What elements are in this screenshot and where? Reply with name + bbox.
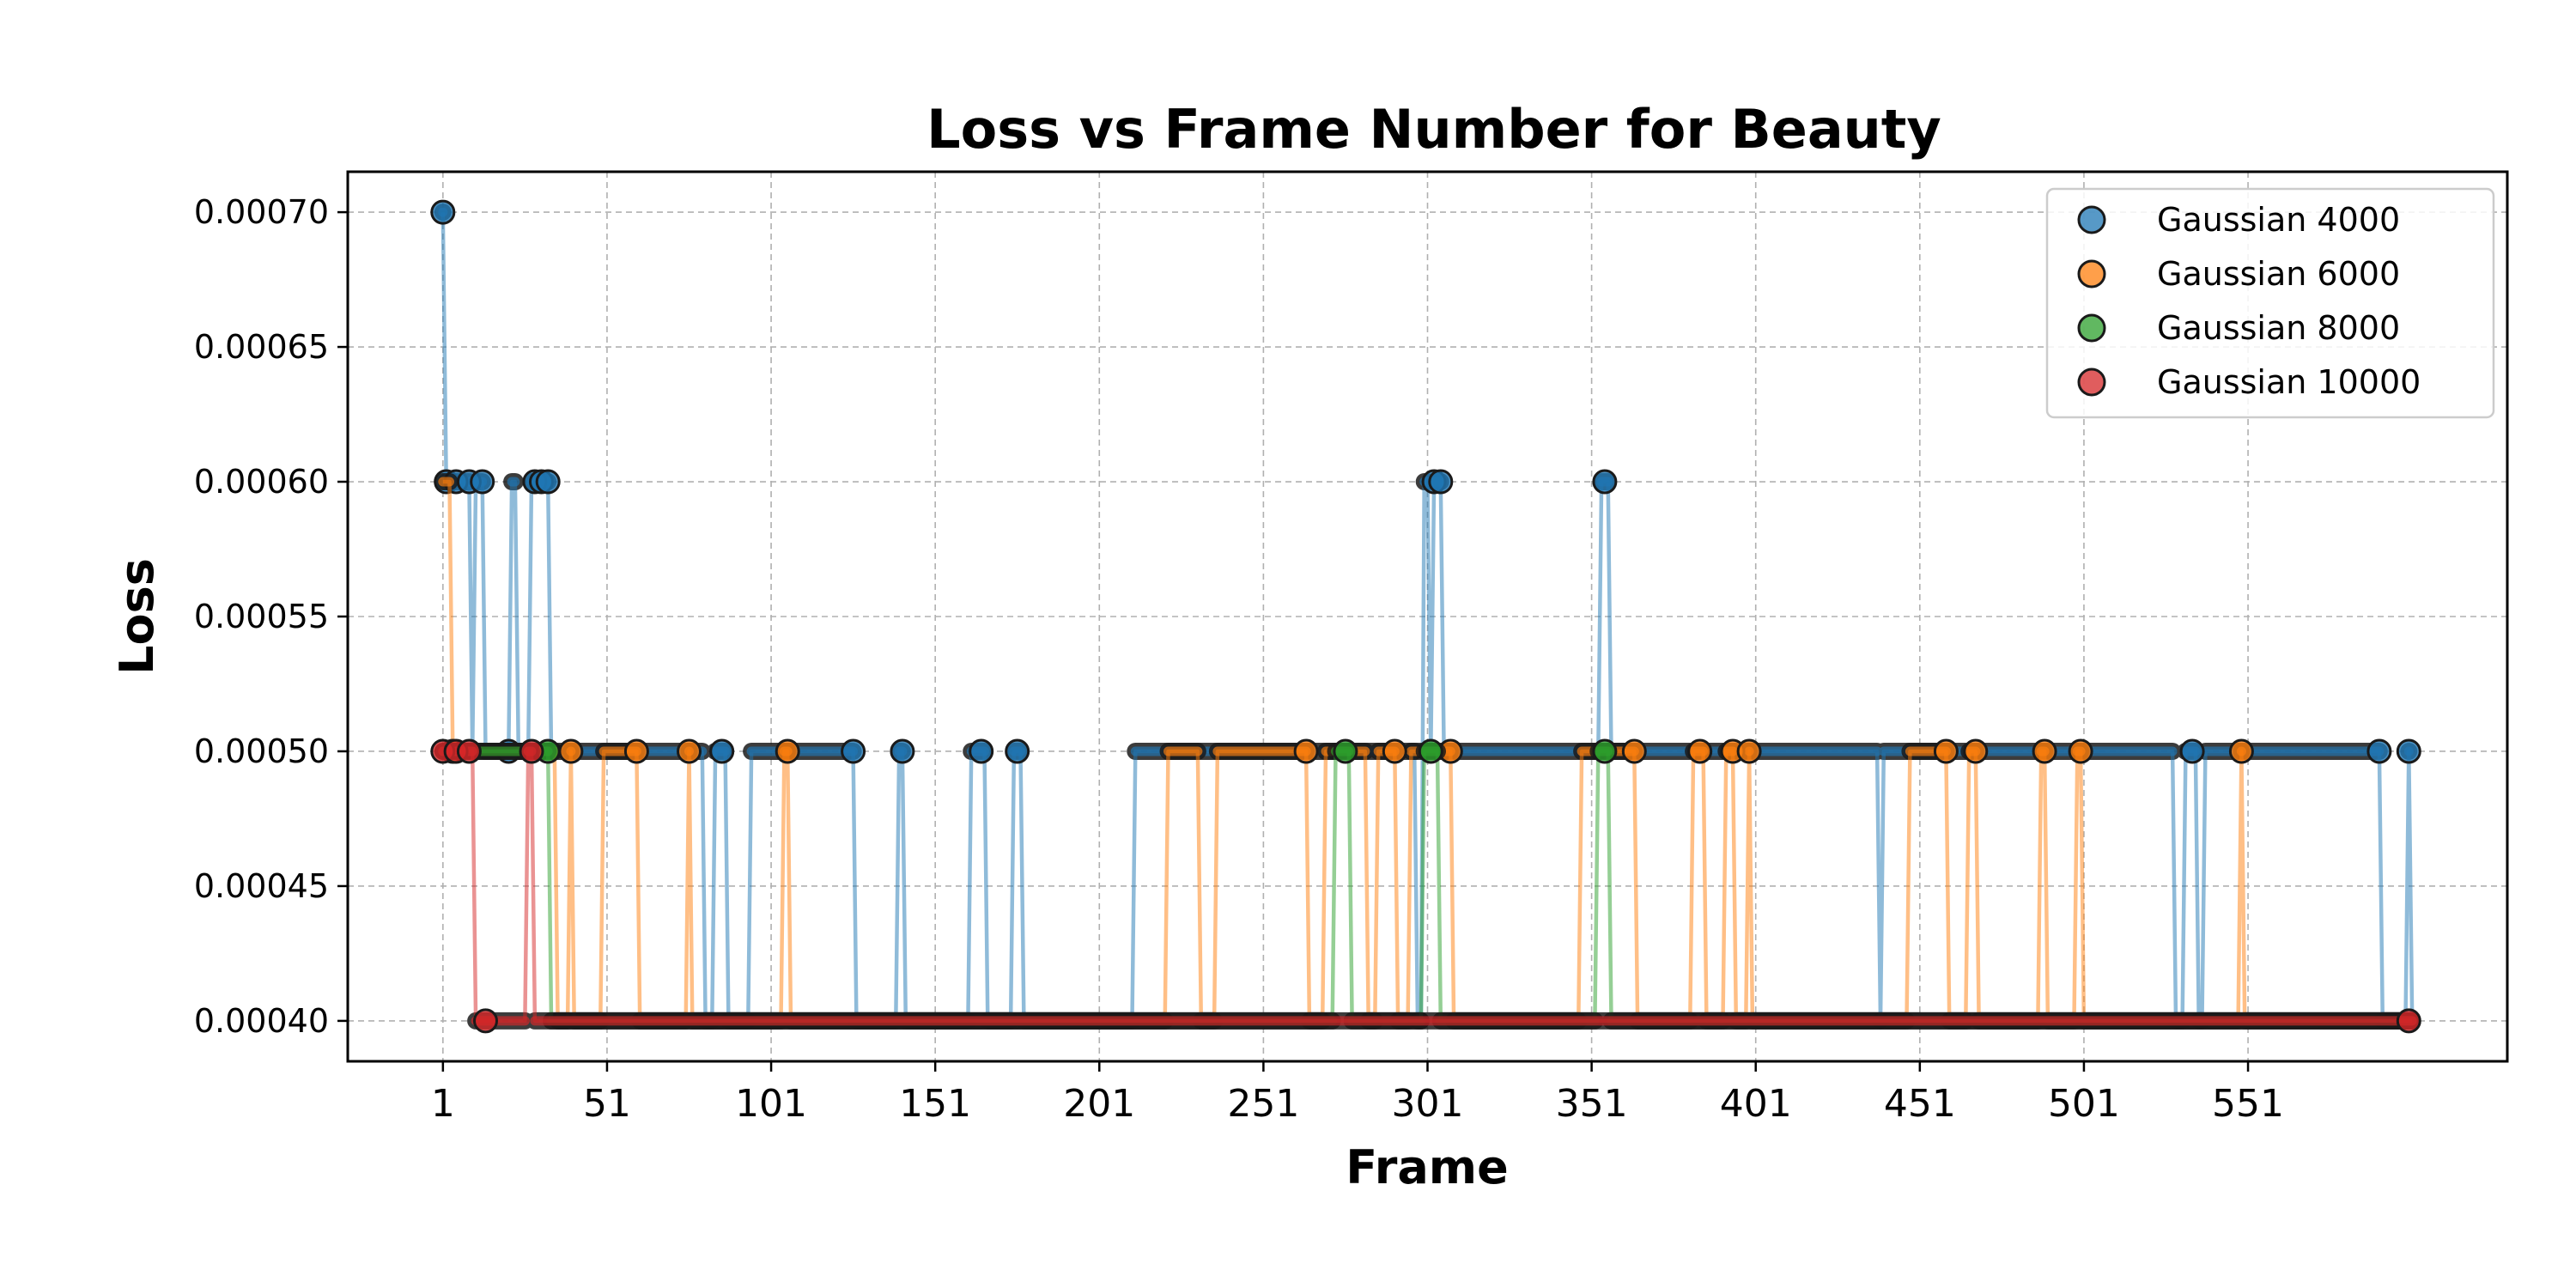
series-2-point — [1736, 738, 1762, 764]
series-1-point — [2179, 738, 2205, 764]
legend-label: Gaussian 10000 — [2157, 363, 2421, 401]
series-3-point — [1592, 738, 1618, 764]
series-1-point — [1592, 469, 1618, 495]
x-tick-label: 251 — [1227, 1082, 1299, 1126]
series-1-point — [430, 199, 456, 225]
series-2-point — [623, 738, 649, 764]
y-tick-label: 0.00055 — [194, 598, 329, 635]
series-2-point — [677, 738, 702, 764]
series-1-point — [709, 738, 735, 764]
x-tick-label: 451 — [1884, 1082, 1956, 1126]
series-2-point — [558, 738, 584, 764]
series-2-point — [1382, 738, 1407, 764]
series-4 — [430, 738, 2421, 1034]
y-tick-label: 0.00060 — [194, 463, 329, 501]
series-2-point — [2228, 738, 2254, 764]
x-tick-label: 101 — [735, 1082, 807, 1126]
series-4-point — [456, 738, 482, 764]
legend-marker — [2077, 205, 2106, 234]
x-tick-label: 551 — [2212, 1082, 2284, 1126]
series-1-point — [2366, 738, 2392, 764]
series-1-point — [890, 738, 915, 764]
x-tick-label: 401 — [1720, 1082, 1792, 1126]
x-tick-label: 501 — [2048, 1082, 2120, 1126]
x-tick-label: 51 — [583, 1082, 631, 1126]
y-tick-label: 0.00040 — [194, 1002, 329, 1040]
series-1-point — [470, 469, 495, 495]
series-2-point — [1293, 738, 1319, 764]
y-tick-label: 0.00045 — [194, 867, 329, 905]
axis-ticks: 1 51 101 151 201 251 301 351 401 451 501 5510.00040… — [194, 193, 2284, 1126]
legend-marker — [2077, 259, 2106, 289]
series-1-point — [969, 738, 994, 764]
series-2-point — [1933, 738, 1959, 764]
series-3-point — [1333, 738, 1358, 764]
series-1-point — [1005, 738, 1030, 764]
series-3-point — [1418, 738, 1443, 764]
series-2-point — [775, 738, 800, 764]
series-4-point — [473, 1008, 498, 1034]
legend: Gaussian 4000 Gaussian 6000 Gaussian 8000 G… — [2045, 187, 2495, 419]
series-2-point — [1963, 738, 1989, 764]
series-2-point — [1687, 738, 1713, 764]
legend-marker — [2077, 313, 2106, 343]
x-tick-label: 351 — [1556, 1082, 1628, 1126]
series-2-point — [2068, 738, 2093, 764]
series-1-point — [1428, 469, 1454, 495]
series-1-point — [535, 469, 561, 495]
legend-label: Gaussian 6000 — [2157, 255, 2400, 293]
y-tick-label: 0.00050 — [194, 732, 329, 770]
series-4-point — [2396, 1008, 2421, 1034]
series-2-point — [2032, 738, 2057, 764]
series-4-point — [519, 738, 544, 764]
y-axis-label: Loss — [110, 558, 164, 675]
series-2-point — [1621, 738, 1647, 764]
x-axis-label: Frame — [1346, 1140, 1508, 1194]
y-tick-label: 0.00065 — [194, 328, 329, 366]
x-tick-label: 151 — [899, 1082, 971, 1126]
series-layer — [430, 199, 2421, 1034]
legend-label: Gaussian 8000 — [2157, 309, 2400, 347]
chart-title: Loss vs Frame Number for Beauty — [927, 98, 1941, 161]
y-tick-label: 0.00070 — [194, 193, 329, 231]
series-1-point — [841, 738, 866, 764]
legend-marker — [2077, 368, 2106, 397]
x-tick-label: 201 — [1063, 1082, 1135, 1126]
legend-box — [2045, 187, 2495, 419]
x-tick-label: 301 — [1392, 1082, 1464, 1126]
x-tick-label: 1 — [431, 1082, 455, 1126]
legend-label: Gaussian 4000 — [2157, 201, 2400, 239]
series-1-point — [2396, 738, 2421, 764]
